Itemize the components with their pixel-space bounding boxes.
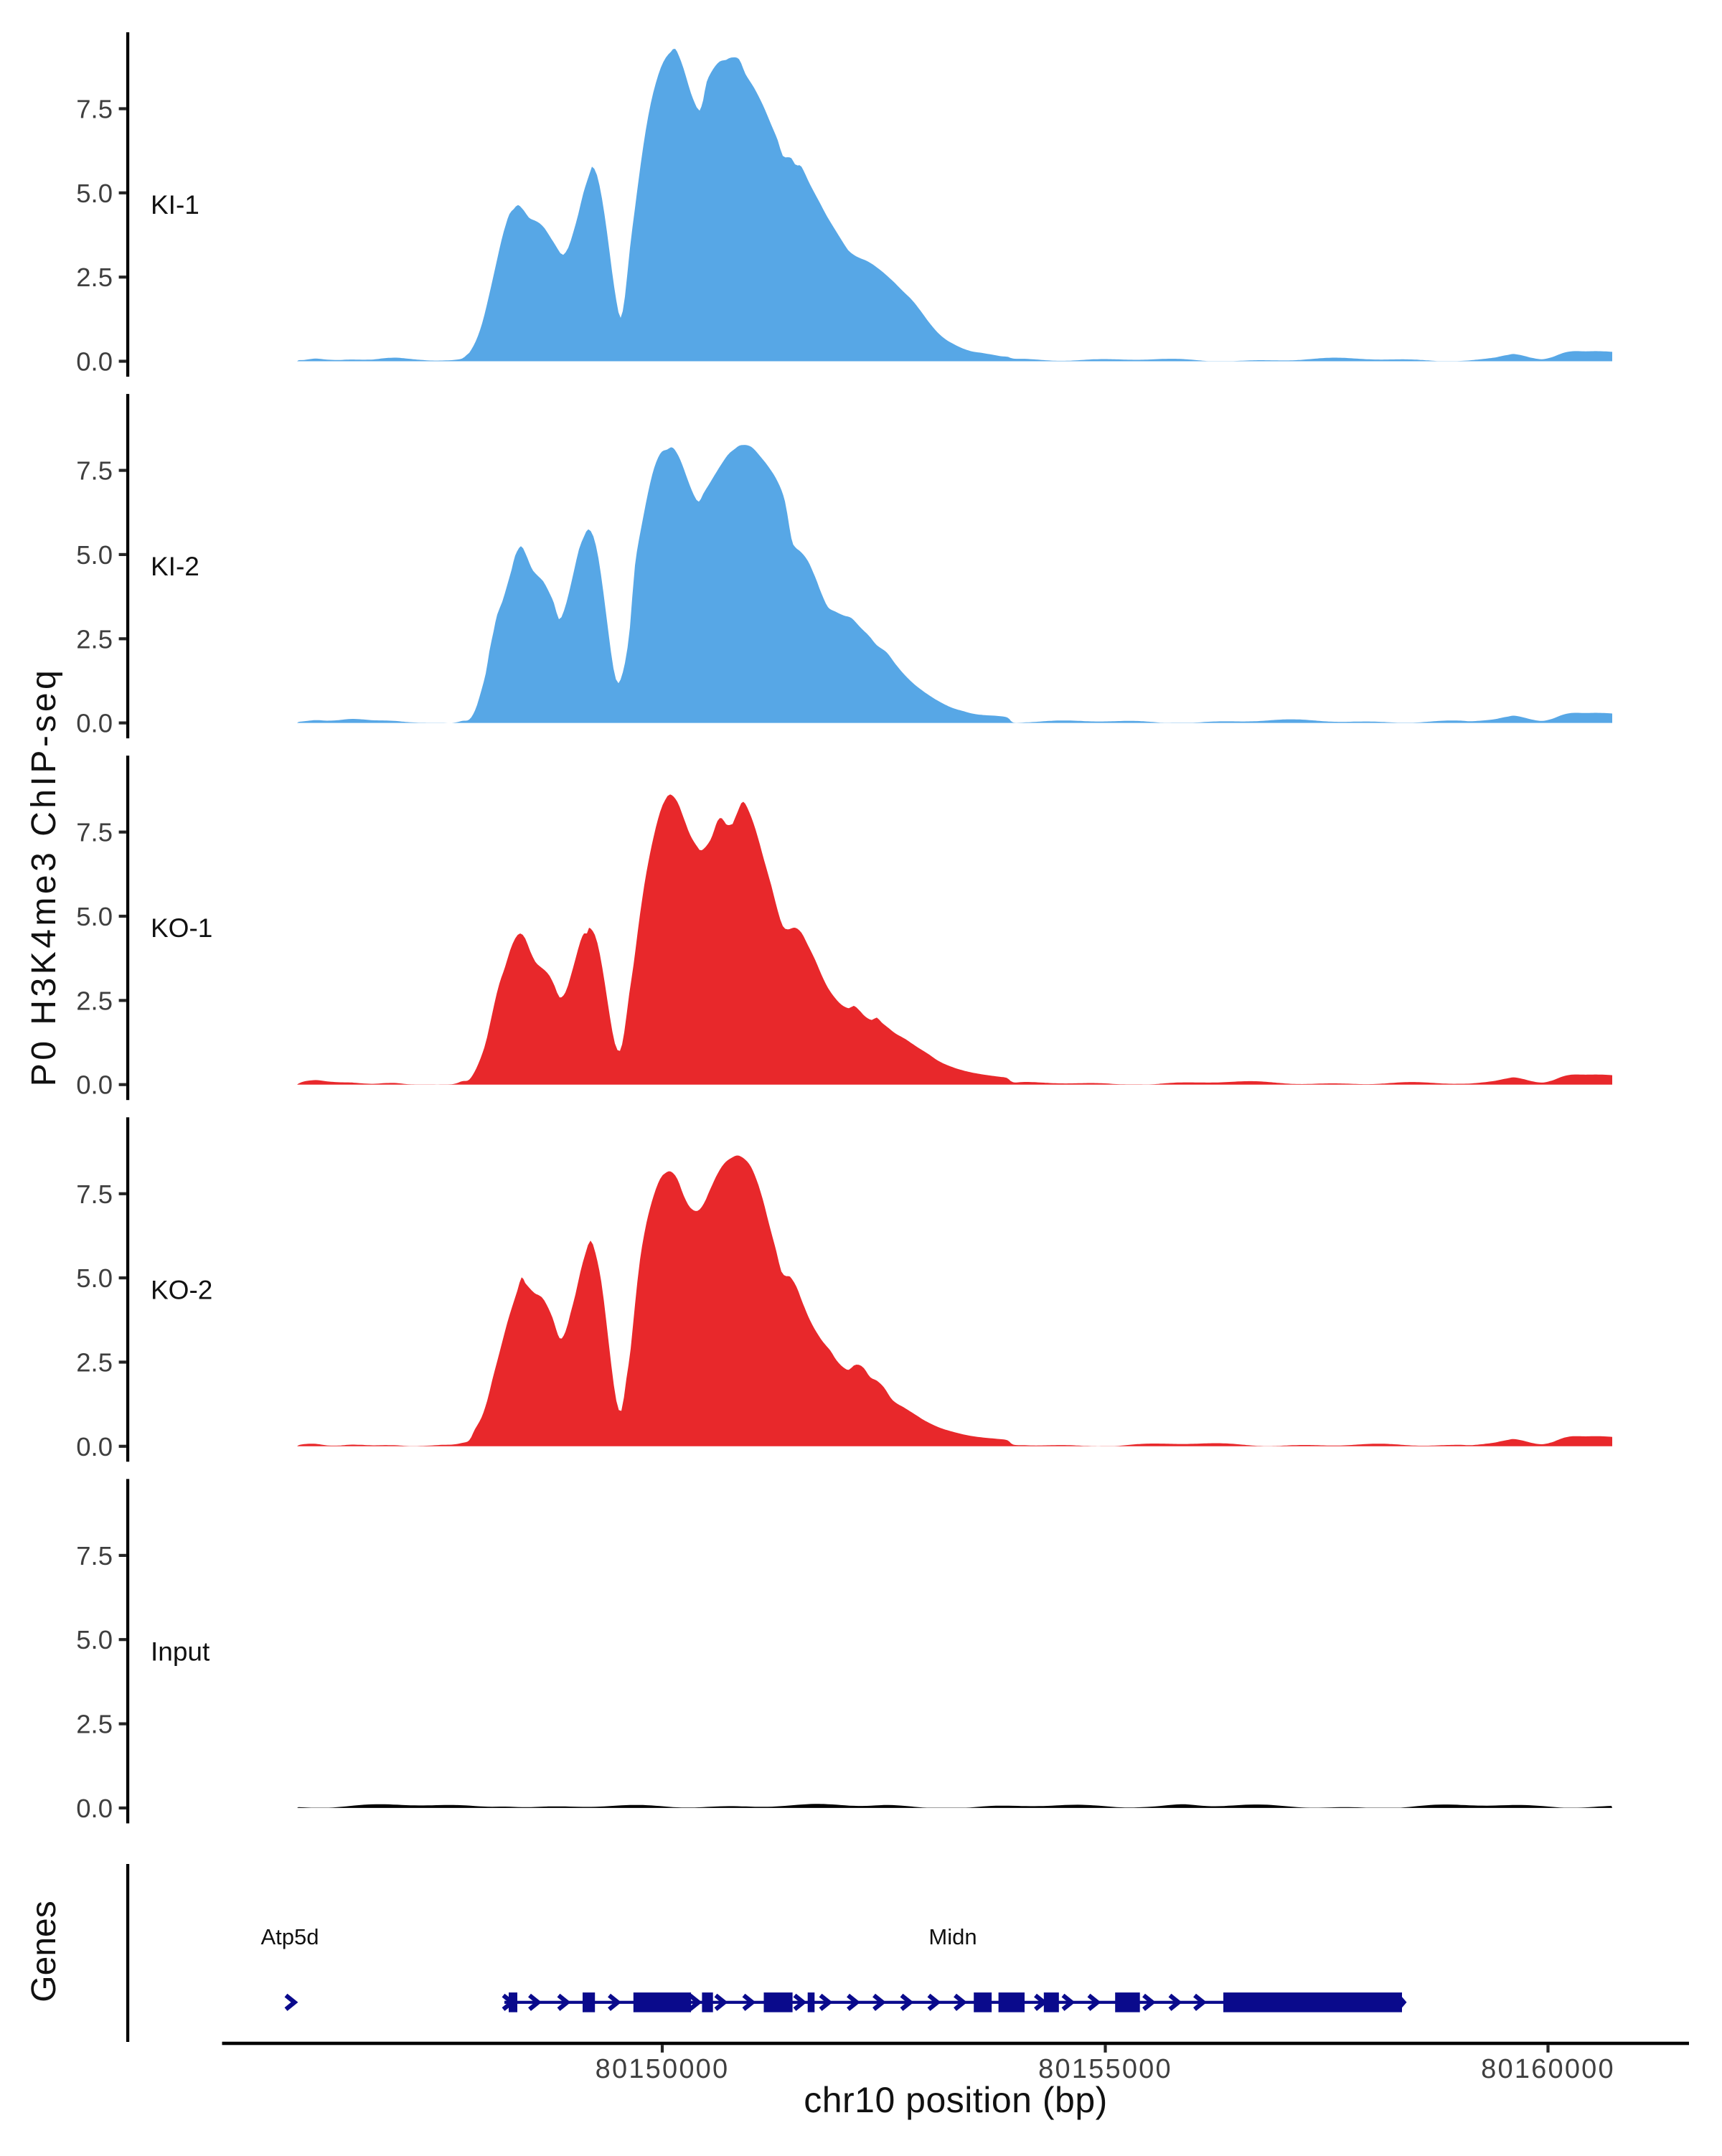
svg-text:5.0: 5.0 (76, 540, 113, 570)
svg-text:P0 H3K4me3 ChIP-seq: P0 H3K4me3 ChIP-seq (25, 667, 63, 1086)
svg-text:80155000: 80155000 (1038, 2054, 1172, 2084)
svg-text:2.5: 2.5 (76, 986, 113, 1015)
svg-text:KI-2: KI-2 (151, 552, 199, 581)
svg-text:0.0: 0.0 (76, 347, 113, 377)
svg-text:chr10 position (bp): chr10 position (bp) (804, 2080, 1108, 2120)
svg-text:80160000: 80160000 (1481, 2054, 1615, 2084)
svg-text:80150000: 80150000 (596, 2054, 730, 2084)
svg-text:KO-1: KO-1 (151, 913, 212, 943)
svg-text:5.0: 5.0 (76, 179, 113, 208)
svg-text:0.0: 0.0 (76, 1432, 113, 1461)
svg-text:0.0: 0.0 (76, 1070, 113, 1100)
svg-text:2.5: 2.5 (76, 624, 113, 654)
svg-text:Input: Input (151, 1637, 210, 1666)
svg-text:0.0: 0.0 (76, 709, 113, 738)
svg-text:7.5: 7.5 (76, 1541, 113, 1571)
svg-text:7.5: 7.5 (76, 1180, 113, 1209)
svg-text:7.5: 7.5 (76, 818, 113, 847)
svg-text:5.0: 5.0 (76, 902, 113, 931)
svg-text:Genes: Genes (25, 1901, 63, 2002)
svg-text:0.0: 0.0 (76, 1794, 113, 1823)
svg-text:2.5: 2.5 (76, 1348, 113, 1378)
svg-text:KI-1: KI-1 (151, 190, 199, 220)
svg-text:7.5: 7.5 (76, 456, 113, 486)
svg-text:KO-2: KO-2 (151, 1275, 212, 1304)
svg-text:Midn: Midn (928, 1924, 977, 1949)
svg-text:7.5: 7.5 (76, 95, 113, 124)
svg-text:5.0: 5.0 (76, 1625, 113, 1654)
svg-text:Atp5d: Atp5d (260, 1924, 319, 1949)
svg-text:5.0: 5.0 (76, 1263, 113, 1293)
svg-text:2.5: 2.5 (76, 1710, 113, 1739)
svg-text:2.5: 2.5 (76, 263, 113, 292)
